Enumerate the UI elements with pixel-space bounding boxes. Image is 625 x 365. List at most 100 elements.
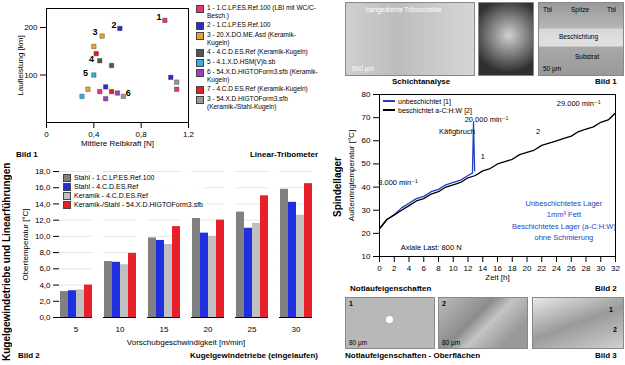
svg-text:10: 10 [449, 264, 458, 273]
html-text:Kugelgewindetriebe und Linearf: Kugelgewindetriebe und Linearführungen [1, 162, 12, 362]
svg-text:1: 1 [156, 12, 161, 22]
svg-text:14,0: 14,0 [35, 200, 51, 209]
html-text:2 - 1.C.LP.ES.Ref.100: 2 - 1.C.LP.ES.Ref.100 [207, 21, 271, 28]
html-text:Stahl - 4.C.D.ES.Ref: Stahl - 4.C.D.ES.Ref [74, 183, 139, 190]
svg-text:2,0: 2,0 [39, 297, 51, 306]
html-text:3 - 20.X.DO.ME.Asd (Keramik-Ku: 3 - 20.X.DO.ME.Asd (Keramik-Kugeln) [207, 31, 296, 46]
html-text:Keramik - 4.C.D.ES.Ref: Keramik - 4.C.D.ES.Ref [74, 192, 148, 199]
svg-text:Beschichtetes Lager (a-C:H:W): Beschichtetes Lager (a-C:H:W) [512, 222, 616, 231]
svg-text:14: 14 [478, 264, 488, 274]
svg-text:100: 100 [24, 71, 38, 80]
html-text:Beschichtung: Beschichtung [559, 33, 598, 40]
svg-text:29.000 min⁻¹: 29.000 min⁻¹ [557, 99, 601, 108]
html-text:Notlaufeigenschaften: Notlaufeigenschaften [350, 284, 432, 293]
html-text:Schichtanalyse: Schichtanalyse [392, 77, 451, 86]
html-text:Bild 2: Bild 2 [595, 284, 617, 293]
svg-text:60: 60 [362, 136, 371, 145]
svg-text:Mittlere Reibkraft [N]: Mittlere Reibkraft [N] [81, 139, 154, 148]
svg-text:2: 2 [536, 127, 540, 136]
html-text:hartgedrehte Triboscheibe: hartgedrehte Triboscheibe [366, 6, 442, 13]
svg-text:0,0: 0,0 [39, 313, 51, 322]
svg-text:20: 20 [204, 325, 213, 334]
svg-text:5: 5 [74, 325, 79, 334]
svg-text:22: 22 [537, 264, 546, 273]
svg-text:2: 2 [392, 264, 397, 273]
svg-text:20.000 min⁻¹: 20.000 min⁻¹ [465, 115, 509, 124]
html-text:7 - 4.C.D.ES.Ref (Keramik-Kuge: 7 - 4.C.D.ES.Ref (Keramik-Kugeln) [207, 85, 308, 92]
svg-text:Obertemperatur [°C]: Obertemperatur [°C] [21, 208, 30, 280]
html-text:4 - 4.C.D.ES.Ref (Keramik-Kuge: 4 - 4.C.D.ES.Ref (Keramik-Kugeln) [207, 48, 308, 55]
svg-text:10,0: 10,0 [35, 232, 51, 241]
svg-text:8: 8 [436, 264, 441, 273]
html-text:Spitze: Spitze [571, 6, 590, 13]
svg-text:4: 4 [407, 264, 412, 273]
svg-text:Zeit [h]: Zeit [h] [485, 273, 509, 282]
html-text:Keramik-/Stahl - 54.X.D.HIGTOF: Keramik-/Stahl - 54.X.D.HIGTOForm3.sfb [74, 201, 203, 208]
svg-text:1mm³ Fett: 1mm³ Fett [547, 210, 582, 219]
svg-text:Laufleistung [km]: Laufleistung [km] [16, 35, 25, 95]
svg-text:Vorschubgeschwindigkeit [m/min: Vorschubgeschwindigkeit [m/min] [127, 338, 245, 347]
svg-text:40: 40 [362, 183, 371, 192]
svg-text:15: 15 [160, 325, 169, 334]
svg-text:16,0: 16,0 [35, 183, 51, 192]
svg-text:50: 50 [362, 159, 371, 168]
svg-text:30: 30 [596, 264, 605, 273]
svg-text:3: 3 [93, 27, 98, 37]
svg-text:18: 18 [507, 264, 517, 274]
svg-text:32: 32 [611, 264, 620, 273]
svg-text:2: 2 [111, 20, 116, 30]
html-text:Notlaufeigenschaften - Oberflä: Notlaufeigenschaften - Oberflächen [345, 351, 481, 360]
svg-text:Unbeschichtetes Lager: Unbeschichtetes Lager [526, 199, 603, 208]
svg-text:10: 10 [362, 252, 371, 261]
svg-text:18,0: 18,0 [35, 167, 51, 176]
html-text:5 - 4.1.X.D.HSM(V)b.sb: 5 - 4.1.X.D.HSM(V)b.sb [207, 58, 276, 65]
svg-text:70: 70 [362, 113, 371, 122]
svg-text:20: 20 [362, 229, 371, 238]
html-text:Kugelgewindetriebe (eingelaufe: Kugelgewindetriebe (eingelaufen) [190, 351, 318, 360]
html-text:Linear-Tribometer: Linear-Tribometer [250, 150, 318, 159]
svg-text:6: 6 [126, 88, 131, 98]
html-text:Tbl: Tbl [543, 6, 552, 13]
html-text:Stahl - 1.C.LP.ES.Ref.100: Stahl - 1.C.LP.ES.Ref.100 [74, 174, 155, 181]
svg-text:16: 16 [493, 264, 502, 274]
svg-text:ohne Schmierung: ohne Schmierung [534, 233, 593, 242]
svg-text:6,0: 6,0 [39, 264, 51, 273]
svg-text:0,4: 0,4 [88, 130, 100, 140]
svg-text:6: 6 [422, 264, 427, 273]
svg-text:12: 12 [464, 264, 473, 273]
svg-text:0,8: 0,8 [135, 130, 147, 140]
html-text:Bild 2: Bild 2 [18, 351, 40, 360]
html-text:Bild 3: Bild 3 [595, 351, 617, 360]
svg-text:25: 25 [248, 325, 257, 334]
html-text:500 µm: 500 µm [352, 65, 374, 72]
svg-text:8,0: 8,0 [39, 248, 51, 257]
svg-text:8.000 min⁻¹: 8.000 min⁻¹ [378, 178, 418, 187]
svg-text:0: 0 [44, 130, 49, 139]
html-text:Spindellager: Spindellager [332, 157, 343, 217]
svg-text:12,0: 12,0 [35, 216, 51, 225]
svg-text:Außenringtemperatur [°C]: Außenringtemperatur [°C] [347, 130, 356, 221]
svg-text:80: 80 [362, 90, 371, 99]
svg-text:4: 4 [89, 54, 94, 64]
svg-text:1,2: 1,2 [183, 130, 195, 139]
html-text:Bild 1: Bild 1 [595, 77, 617, 86]
svg-text:0: 0 [377, 264, 382, 273]
html-text:3 - 54.X.D.HIGTOForm3.sfb (Ker: 3 - 54.X.D.HIGTOForm3.sfb (Keramik-/Stah… [207, 95, 288, 110]
svg-text:26: 26 [567, 264, 576, 273]
svg-text:Axiale Last: 800 N: Axiale Last: 800 N [401, 243, 462, 252]
svg-text:1: 1 [481, 152, 485, 161]
svg-text:30: 30 [362, 206, 371, 215]
svg-text:20: 20 [523, 264, 532, 273]
svg-text:4,0: 4,0 [39, 281, 51, 290]
html-text:6 - 54.X.D.HIGTOForm3.sfb (Ker: 6 - 54.X.D.HIGTOForm3.sfb (Keramik-Kugel… [207, 68, 318, 83]
svg-text:5: 5 [83, 68, 88, 78]
svg-text:30: 30 [292, 325, 301, 334]
html-text:1 - 1.C.LP.ES.Ref.100 (LBI mit: 1 - 1.C.LP.ES.Ref.100 (LBI mit WC/C-Besc… [207, 4, 316, 19]
svg-text:28: 28 [582, 264, 591, 273]
svg-text:200: 200 [24, 23, 38, 32]
html-text:Tbl: Tbl [607, 6, 616, 13]
html-text:Bild 1: Bild 1 [16, 150, 38, 159]
svg-text:10: 10 [116, 325, 125, 334]
svg-text:24: 24 [552, 264, 561, 273]
svg-text:Käfigbruch: Käfigbruch [439, 127, 475, 136]
